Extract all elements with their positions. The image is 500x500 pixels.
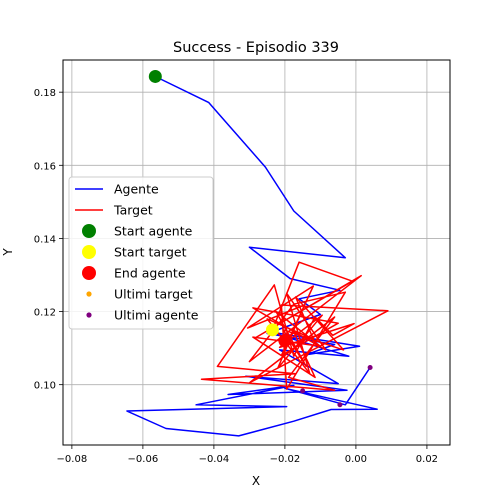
y-axis-label: Y [1, 248, 15, 257]
y-tick-label: 0.18 [34, 88, 56, 99]
legend-box [68, 176, 214, 330]
ultimi-agente-point [337, 402, 343, 408]
chart-title: Success - Episodio 339 [173, 40, 339, 56]
x-tick-label: 0.02 [416, 454, 438, 465]
end-agente-marker [278, 334, 292, 348]
x-tick-label: −0.06 [128, 454, 159, 465]
y-tick-label: 0.14 [34, 234, 56, 245]
start-target-marker [265, 323, 279, 337]
ultimi-agente-point [367, 364, 373, 370]
legend-label-agente: Agente [114, 182, 159, 197]
legend-swatch-start-agente [82, 224, 96, 238]
ultimi-agente-point [300, 388, 306, 394]
legend-label-start-target: Start target [114, 245, 187, 260]
series-line-target [200, 261, 389, 391]
axes-frame [62, 59, 451, 446]
legend-label-end-agente: End agente [114, 266, 186, 281]
start-agente-marker [148, 69, 162, 83]
legend-swatch-end-agente [82, 266, 96, 280]
legend-swatch-start-target [82, 245, 96, 259]
x-tick-label: −0.08 [57, 454, 88, 465]
legend-label-ultimi-target: Ultimi target [114, 287, 193, 302]
legend-label-start-agente: Start agente [114, 224, 193, 239]
x-tick-label: −0.04 [199, 454, 230, 465]
legend: Agente Target Start agente Start target End … [68, 176, 214, 330]
x-tick-label: −0.02 [270, 454, 301, 465]
y-tick-label: 0.12 [34, 308, 56, 319]
y-tick-label: 0.16 [34, 161, 56, 172]
legend-swatch-ultimi-agente [86, 312, 92, 318]
legend-swatch-ultimi-target [86, 291, 92, 297]
legend-label-target: Target [113, 203, 153, 218]
x-axis-label: X [252, 474, 260, 488]
y-tick-label: 0.10 [34, 381, 56, 392]
legend-label-ultimi-agente: Ultimi agente [114, 308, 199, 323]
series-layer [126, 75, 389, 437]
series-line-agente [126, 75, 378, 437]
x-tick-label: 0.00 [345, 454, 367, 465]
points-layer [148, 69, 373, 408]
ticks: −0.08 −0.06 −0.04 −0.02 0.00 0.02 0.10 0.12 0.14… [34, 88, 438, 465]
